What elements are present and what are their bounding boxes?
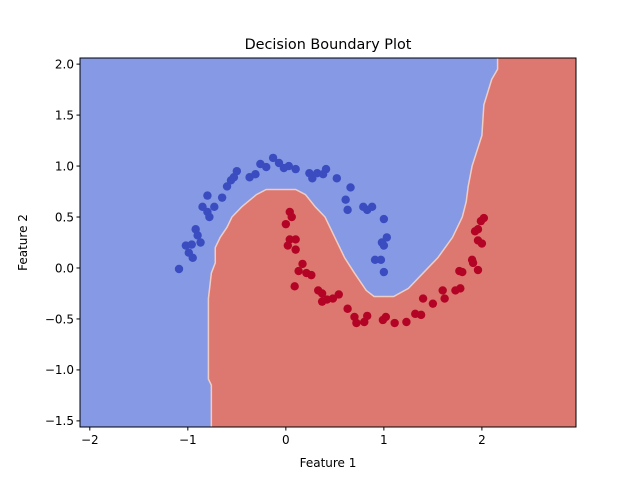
y-tick-label: 1.0 <box>55 159 74 173</box>
scatter-point-class-1 <box>381 312 391 322</box>
x-tick-label: 0 <box>282 433 290 447</box>
plot-area <box>80 58 576 427</box>
scatter-point-class-0 <box>268 153 278 163</box>
scatter-point-class-1 <box>334 290 343 299</box>
scatter-point-class-1 <box>307 270 316 280</box>
scatter-point-class-1 <box>438 286 447 295</box>
y-tick-label: 0.5 <box>55 210 74 224</box>
scatter-point-class-0 <box>262 162 271 172</box>
scatter-point-class-1 <box>294 266 303 276</box>
x-tick-label: 2 <box>478 433 486 447</box>
y-axis-ticks: −1.5 −1.0 −0.5 0.0 0.5 1.0 1.5 2.0 <box>45 57 80 428</box>
scatter-point-class-0 <box>217 193 227 202</box>
scatter-point-class-0 <box>284 161 293 171</box>
scatter-point-class-1 <box>473 225 483 234</box>
scatter-point-class-0 <box>376 255 386 265</box>
chart-title: Decision Boundary Plot <box>245 37 412 53</box>
scatter-point-class-0 <box>193 231 202 240</box>
scatter-point-class-0 <box>370 255 380 265</box>
y-axis-label: Feature 2 <box>16 214 30 271</box>
scatter-point-class-0 <box>379 214 389 224</box>
scatter-point-class-0 <box>196 238 205 247</box>
decision-boundary-line <box>207 58 499 427</box>
scatter-point-class-1 <box>287 212 296 222</box>
scatter-point-class-1 <box>473 265 483 275</box>
x-axis-label: Feature 1 <box>300 456 357 470</box>
scatter-point-class-1 <box>291 235 300 244</box>
y-tick-label: −1.0 <box>45 363 74 377</box>
scatter-point-class-0 <box>382 233 392 242</box>
y-tick-label: −0.5 <box>45 312 74 326</box>
scatter-point-class-0 <box>332 174 342 183</box>
y-tick-label: −1.5 <box>45 414 74 428</box>
scatter-point-class-1 <box>352 318 361 328</box>
scatter-point-class-0 <box>343 205 352 215</box>
scatter-point-class-0 <box>232 166 242 176</box>
scatter-point-class-0 <box>379 241 389 250</box>
scatter-point-class-0 <box>187 240 196 249</box>
scatter-point-class-1 <box>283 241 293 250</box>
scatter-point-class-1 <box>281 219 291 229</box>
x-axis-ticks: −2 −1 0 1 2 <box>81 427 486 447</box>
scatter-point-class-1 <box>298 259 307 269</box>
scatter-point-class-0 <box>205 212 214 222</box>
scatter-point-class-0 <box>188 253 197 262</box>
scatter-point-class-0 <box>367 202 377 212</box>
x-tick-label: −1 <box>179 433 197 447</box>
scatter-point-class-0 <box>291 164 300 174</box>
scatter-point-class-1 <box>477 239 487 248</box>
axes-frame <box>79 57 577 428</box>
scatter-point-class-1 <box>328 294 338 303</box>
scatter-point-class-1 <box>291 245 300 254</box>
scatter-point-class-1 <box>458 267 467 277</box>
scatter-point-class-1 <box>290 282 299 291</box>
scatter-point-class-0 <box>321 164 331 174</box>
scatter-point-class-1 <box>479 213 489 223</box>
scatter-point-class-1 <box>363 311 372 321</box>
scatter-point-class-1 <box>390 318 399 328</box>
scatter-point-class-0 <box>210 202 219 212</box>
x-tick-label: 1 <box>380 433 388 447</box>
scatter-point-class-1 <box>468 258 478 268</box>
scatter-point-class-0 <box>222 182 232 191</box>
scatter-point-class-0 <box>174 264 184 274</box>
scatter-point-class-1 <box>428 299 438 308</box>
x-tick-label: −2 <box>81 433 99 447</box>
y-tick-label: 2.0 <box>55 57 74 71</box>
scatter-point-class-1 <box>456 284 465 293</box>
scatter-point-class-1 <box>402 317 411 327</box>
scatter-point-class-0 <box>379 267 389 277</box>
y-tick-label: 1.5 <box>55 108 74 122</box>
scatter-point-class-1 <box>343 304 352 313</box>
scatter-point-class-1 <box>418 294 428 303</box>
scatter-point-class-1 <box>440 294 449 303</box>
scatter-point-class-0 <box>251 170 260 179</box>
scatter-point-class-0 <box>346 183 355 192</box>
scatter-point-class-0 <box>203 191 212 200</box>
scatter-point-class-0 <box>341 195 350 204</box>
y-tick-label: 0.0 <box>55 261 74 275</box>
scatter-points <box>174 153 489 328</box>
scatter-point-class-1 <box>317 289 327 298</box>
scatter-point-class-1 <box>416 310 426 320</box>
region-class-1 <box>208 58 576 427</box>
